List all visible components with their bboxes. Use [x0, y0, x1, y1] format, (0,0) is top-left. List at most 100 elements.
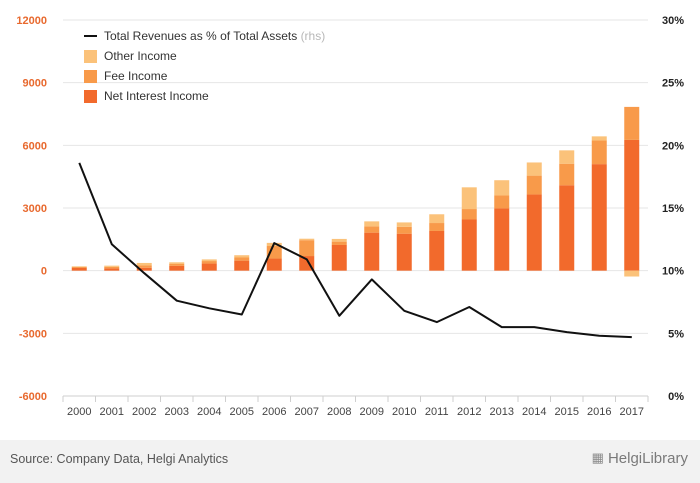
- bar-other-income: [624, 270, 640, 277]
- bar-fee-income: [461, 209, 477, 220]
- legend-swatch: [84, 70, 97, 83]
- bar-other-income: [136, 262, 152, 266]
- y-right-tick-label: 5%: [668, 328, 684, 340]
- x-tick-label: 2012: [457, 406, 481, 418]
- bar-net-interest-income: [559, 185, 575, 271]
- bar-other-income: [201, 259, 217, 262]
- chart: 12000 9000 6000 3000 0 -3000 -6000 30% 25% 20% 15%…: [16, 15, 684, 418]
- legend-swatch: [84, 50, 97, 63]
- x-tick-label: 2001: [100, 406, 124, 418]
- x-tick-label: 2011: [425, 406, 449, 418]
- library-icon: ▦: [591, 450, 604, 465]
- bar-fee-income: [201, 261, 217, 264]
- x-tick-label: 2016: [587, 406, 611, 418]
- x-tick-label: 2000: [67, 406, 91, 418]
- bar-other-income: [104, 265, 120, 267]
- brand-logo: ▦ HelgiLibrary: [592, 450, 688, 467]
- y-left-tick-label: -3000: [19, 328, 47, 340]
- y-left-tick-label: 0: [41, 266, 47, 278]
- bar-other-income: [494, 180, 510, 196]
- bar-fee-income: [494, 195, 510, 209]
- bar-net-interest-income: [266, 258, 282, 271]
- x-tick-label: 2002: [132, 406, 156, 418]
- line-total-revenues-pct-assets: [78, 162, 632, 339]
- bar-other-income: [331, 238, 347, 242]
- bar-net-interest-income: [71, 267, 87, 271]
- x-tick-label: 2010: [392, 406, 416, 418]
- bar-fee-income: [429, 223, 445, 231]
- legend: Total Revenues as % of Total Assets (rhs…: [84, 29, 325, 103]
- y-left-tick-label: -6000: [19, 391, 47, 403]
- bar-net-interest-income: [104, 268, 120, 271]
- bar-other-income: [526, 162, 542, 176]
- bar-net-interest-income: [169, 265, 185, 271]
- bar-other-income: [396, 222, 412, 227]
- bar-other-income: [71, 266, 87, 267]
- bar-fee-income: [299, 240, 315, 257]
- legend-label: Total Revenues as % of Total Assets (rhs…: [104, 29, 325, 43]
- bar-net-interest-income: [591, 164, 607, 271]
- bar-net-interest-income: [494, 208, 510, 271]
- bar-other-income: [364, 221, 380, 227]
- bar-other-income: [559, 150, 575, 164]
- y-left-tick-label: 6000: [23, 140, 47, 152]
- bar-other-income: [591, 136, 607, 141]
- x-tick-label: 2015: [555, 406, 579, 418]
- bar-net-interest-income: [201, 263, 217, 271]
- bar-fee-income: [104, 266, 120, 269]
- bar-other-income: [461, 187, 477, 210]
- y-left-tick-label: 3000: [23, 203, 47, 215]
- bar-other-income: [299, 238, 315, 241]
- bar-fee-income: [136, 265, 152, 268]
- legend-label: Other Income: [104, 49, 177, 63]
- x-tick-label: 2009: [360, 406, 384, 418]
- y-right-tick-label: 10%: [662, 266, 684, 278]
- bar-fee-income: [624, 106, 640, 140]
- bar-fee-income: [559, 163, 575, 186]
- bar-fee-income: [71, 266, 87, 268]
- bar-other-income: [169, 262, 185, 264]
- bar-net-interest-income: [396, 233, 412, 271]
- line-series: [78, 162, 632, 339]
- y-right-tick-label: 25%: [662, 78, 684, 90]
- y-right-tick-label: 20%: [662, 140, 684, 152]
- bar-net-interest-income: [136, 267, 152, 271]
- bar-fee-income: [526, 175, 542, 195]
- bar-net-interest-income: [364, 232, 380, 271]
- footer: Source: Company Data, Helgi Analytics ▦ H…: [0, 440, 700, 483]
- bar-fee-income: [364, 226, 380, 233]
- bar-net-interest-income: [429, 230, 445, 271]
- bars: [71, 106, 640, 277]
- x-tick-label: 2008: [327, 406, 351, 418]
- bar-fee-income: [169, 263, 185, 266]
- y-right-tick-label: 0%: [668, 391, 684, 403]
- bar-fee-income: [591, 140, 607, 165]
- legend-swatch: [84, 90, 97, 103]
- legend-label: Fee Income: [104, 69, 168, 83]
- bar-other-income: [429, 214, 445, 224]
- x-tick-label: 2005: [230, 406, 254, 418]
- y-right-tick-label: 15%: [662, 203, 684, 215]
- axes: 12000 9000 6000 3000 0 -3000 -6000 30% 25% 20% 15%…: [16, 15, 684, 418]
- bar-fee-income: [331, 241, 347, 245]
- brand-name: HelgiLibrary: [607, 450, 688, 467]
- x-tick-label: 2004: [197, 406, 221, 418]
- bar-net-interest-income: [331, 244, 347, 271]
- legend-label: Net Interest Income: [104, 89, 209, 103]
- bar-net-interest-income: [624, 139, 640, 271]
- x-tick-label: 2003: [165, 406, 189, 418]
- y-left-tick-label: 9000: [23, 78, 47, 90]
- x-tick-label: 2017: [620, 406, 644, 418]
- y-left-tick-label: 12000: [16, 15, 47, 27]
- source-note: Source: Company Data, Helgi Analytics: [10, 452, 229, 466]
- bar-fee-income: [396, 226, 412, 234]
- x-tick-label: 2013: [490, 406, 514, 418]
- x-tick-label: 2007: [295, 406, 319, 418]
- y-right-tick-label: 30%: [662, 15, 684, 27]
- bar-fee-income: [234, 257, 250, 261]
- bar-other-income: [234, 255, 250, 258]
- bar-net-interest-income: [526, 194, 542, 271]
- legend-rhs-note: (rhs): [301, 29, 326, 43]
- bar-net-interest-income: [234, 260, 250, 271]
- bar-net-interest-income: [461, 219, 477, 271]
